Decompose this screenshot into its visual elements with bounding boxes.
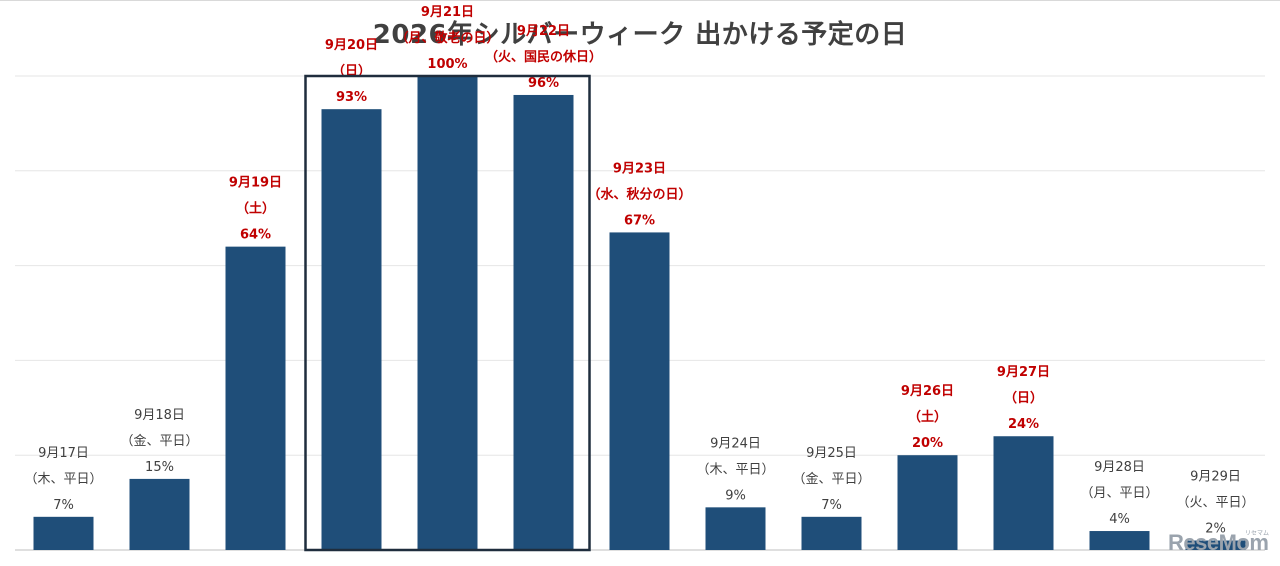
bar-date-label: 9月29日 — [1190, 470, 1241, 485]
bar-day-label: （火、国民の休日） — [485, 49, 602, 65]
data-label: 9% — [725, 488, 746, 503]
data-label: 67% — [624, 213, 655, 228]
bar-date-label: 9月26日 — [901, 384, 954, 399]
bar-day-label: （金、平日） — [792, 471, 870, 487]
bar-day-label: （日） — [1004, 390, 1043, 406]
bar-date-label: 9月28日 — [1094, 460, 1145, 475]
bar — [33, 516, 94, 550]
bar-date-label: 9月24日 — [710, 436, 761, 451]
data-label: 100% — [427, 57, 467, 72]
bar-day-label: （月、敬老の日） — [395, 30, 499, 46]
top-border — [0, 0, 1280, 1]
bar — [993, 436, 1054, 550]
bar-day-label: （火、平日） — [1176, 496, 1254, 511]
bar-date-label: 9月17日 — [38, 446, 89, 461]
data-label: 2% — [1205, 522, 1226, 537]
bar-day-label: （土） — [908, 409, 947, 425]
highlight-box — [304, 74, 591, 552]
bar-day-label: （金、平日） — [120, 433, 198, 449]
bar-date-label: 9月23日 — [613, 161, 666, 176]
bar — [513, 94, 574, 551]
data-label: 96% — [528, 76, 559, 91]
bar-date-label: 9月18日 — [134, 408, 185, 423]
data-label: 4% — [1109, 512, 1130, 527]
bar — [225, 246, 286, 550]
bar-date-label: 9月19日 — [229, 176, 282, 191]
bar-day-label: （月、平日） — [1080, 486, 1158, 501]
bar-date-label: 9月25日 — [806, 446, 857, 461]
data-label: 20% — [912, 436, 943, 451]
bar-date-label: 9月20日 — [325, 38, 378, 53]
resemom-logo-kana: リセマム — [1245, 530, 1270, 537]
data-label: 24% — [1008, 417, 1039, 432]
resemom-logo: ReseMom — [1168, 530, 1269, 555]
bar — [417, 76, 478, 550]
bar — [1089, 531, 1150, 550]
bar — [897, 455, 958, 550]
bar-day-label: （土） — [236, 201, 275, 217]
bar — [801, 516, 862, 550]
data-label: 15% — [145, 460, 174, 475]
bar — [1185, 540, 1246, 550]
data-label: 7% — [53, 498, 74, 513]
bar-day-label: （木、平日） — [24, 472, 102, 487]
bar — [609, 232, 670, 551]
bar-day-label: （木、平日） — [696, 462, 774, 477]
data-label: 64% — [240, 228, 271, 243]
data-label: 7% — [821, 498, 842, 513]
bar-date-label: 9月21日 — [421, 5, 474, 20]
bar-date-label: 9月27日 — [997, 365, 1050, 380]
bar-date-label: 9月22日 — [517, 24, 570, 39]
chart-title: 2026年シルバーウィーク 出かける予定の日 — [372, 20, 908, 50]
data-label: 93% — [336, 90, 367, 105]
bar — [321, 109, 382, 551]
bar — [129, 478, 190, 550]
bar — [705, 507, 766, 550]
bar-day-label: （水、秋分の日） — [587, 186, 691, 202]
